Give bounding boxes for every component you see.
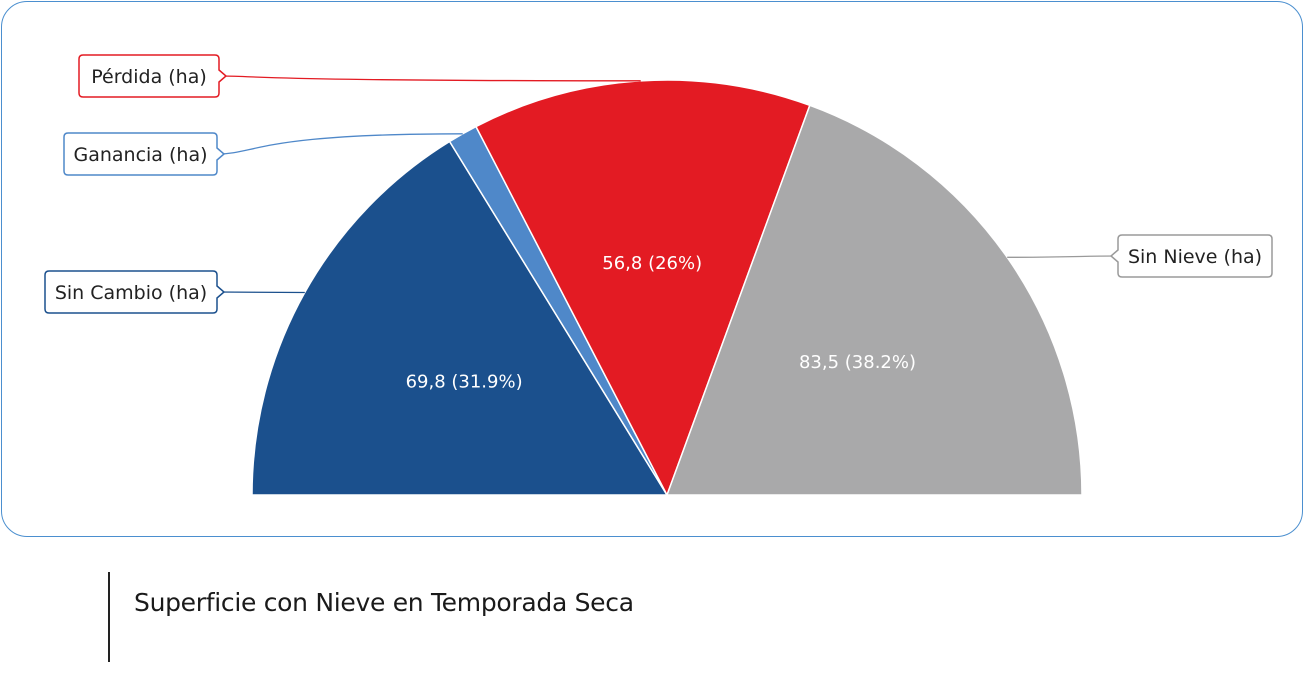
- legend-label-sin-nieve: Sin Nieve (ha): [1128, 246, 1262, 268]
- slice-value-label: 69,8 (31.9%): [406, 372, 523, 393]
- legend-box-perdida: [78, 54, 228, 98]
- legend-box-sin-cambio: [44, 270, 226, 314]
- connector-perdida: [218, 75, 641, 82]
- legend-label-perdida: Pérdida (ha): [91, 66, 207, 88]
- legend-box-ganancia: [63, 132, 226, 176]
- chart-caption: Superficie con Nieve en Temporada Seca: [134, 588, 634, 617]
- slice-sin-cambio: [251, 140, 669, 496]
- slice-value-label: 56,8 (26%): [602, 253, 702, 274]
- connector-sin-nieve: [1007, 255, 1119, 258]
- connector-sin-cambio: [216, 291, 305, 294]
- semi-pie-chart: 69,8 (31.9%) Sin Cambio (ha) Ganancia (ha)…: [44, 54, 1273, 497]
- slice-value-label: 83,5 (38.2%): [799, 352, 916, 373]
- legend-label-sin-cambio: Sin Cambio (ha): [55, 282, 207, 304]
- connector-ganancia: [216, 133, 463, 155]
- chart-frame: 69,8 (31.9%) Sin Cambio (ha) Ganancia (ha)…: [1, 1, 1303, 537]
- legend-label-ganancia: Ganancia (ha): [73, 144, 207, 166]
- caption-divider: [108, 572, 110, 662]
- legend-box-sin-nieve: [1109, 234, 1273, 278]
